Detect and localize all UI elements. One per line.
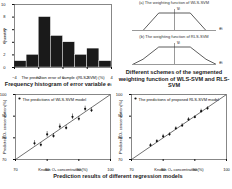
html-text:Different schemes of the segme: Different schemes of the segmented weigh… — [118, 69, 230, 88]
svg-text:−4: −4 — [12, 75, 17, 80]
html-text:(b) The weighting function of: (b) The weighting function of RLS-SVM — [139, 34, 209, 39]
svg-text:100: 100 — [0, 91, 7, 96]
svg-text:Predicted O₂ concentration(%): Predicted O₂ concentration(%) — [2, 99, 7, 154]
html-text:Prediction results of differen: Prediction results of different regressi… — [53, 172, 183, 179]
svg-text:vᵢ: vᵢ — [177, 40, 180, 45]
svg-text:eᵢ: eᵢ — [219, 26, 223, 31]
svg-text:0: 0 — [3, 65, 6, 70]
svg-text:100: 100 — [223, 167, 230, 172]
svg-text:70: 70 — [118, 156, 123, 161]
svg-text:The predictions of WLS-SVM mod: The predictions of WLS-SVM model — [23, 97, 87, 102]
svg-text:eᵢ: eᵢ — [219, 60, 223, 65]
html-text:Frequency histogram of error v: Frequency histogram of error variable eᵢ — [4, 81, 112, 87]
svg-text:The predictions of proposed RL: The predictions of proposed RLS-SVM mode… — [139, 97, 220, 102]
svg-text:The prediction error of sample: The prediction error of sample i(RLS-SVM… — [21, 75, 105, 80]
svg-text:70: 70 — [2, 156, 7, 161]
html-text:(a) The weighting function of: (a) The weighting function of WLS-SVM — [138, 0, 210, 5]
svg-text:8: 8 — [3, 14, 6, 19]
svg-text:Predicted O₂ concentration(%): Predicted O₂ concentration(%) — [118, 99, 123, 154]
svg-text:Known O₂ concentration(%): Known O₂ concentration(%) — [38, 166, 88, 171]
svg-text:100: 100 — [107, 167, 114, 172]
svg-text:Known O₂ concentration(%): Known O₂ concentration(%) — [154, 166, 204, 171]
svg-text:10: 10 — [1, 2, 6, 7]
svg-text:70: 70 — [129, 167, 134, 172]
svg-text:100: 100 — [116, 91, 123, 96]
svg-text:Quantity: Quantity — [2, 29, 7, 44]
svg-text:vᵢ: vᵢ — [177, 6, 180, 11]
svg-text:70: 70 — [13, 167, 18, 172]
svg-text:2: 2 — [3, 52, 6, 57]
svg-text:4: 4 — [110, 75, 113, 80]
